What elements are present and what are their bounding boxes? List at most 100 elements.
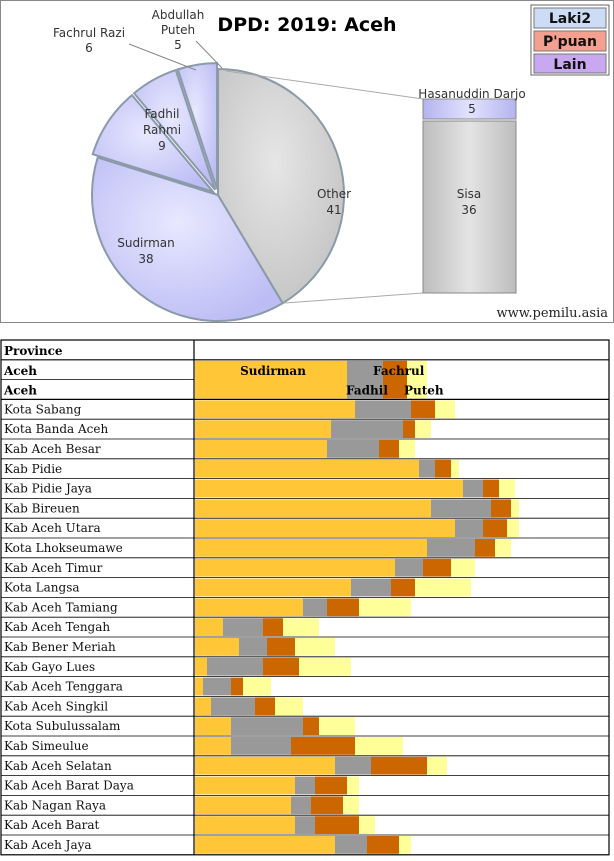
region-kab-bener-meriah: Kab Bener Meriah: [4, 640, 116, 654]
bar-label-puteh: Puteh: [404, 384, 444, 398]
bar-kab-aceh-jaya-sudirman: [195, 836, 335, 854]
region-kab-bireuen: Kab Bireuen: [4, 501, 80, 515]
bar-kota-sabang-fachrul: [411, 400, 435, 419]
region-kab-aceh-besar: Kab Aceh Besar: [4, 442, 101, 456]
bar-kab-bener-meriah-fachrul: [267, 638, 295, 656]
bar-kab-aceh-tengah-sudirman: [195, 618, 223, 636]
leader-fachrul: [128, 43, 197, 71]
bar-label-sudirman: Sudirman: [240, 364, 306, 378]
summary-bar-sudirman: [195, 360, 347, 399]
region-kota-langsa: Kota Langsa: [4, 581, 80, 595]
bar-kab-simeulue-sudirman: [195, 737, 231, 755]
bar-label-fachrul: Fachrul: [373, 364, 425, 378]
stacked-bars: Sudirman Fadhil Fachrul Puteh: [195, 360, 519, 854]
bar-kota-lhokseumawe-fadhil: [427, 539, 475, 557]
bar-kab-aceh-tengah-puteh: [283, 618, 319, 636]
pie-label-sudirman: Sudirman 38: [117, 236, 175, 266]
bar-kab-aceh-utara-fadhil: [455, 519, 483, 537]
pie-label-other: Other 41: [317, 187, 351, 217]
connector-top: [225, 70, 424, 100]
bar-kab-aceh-barat-fachrul: [315, 816, 359, 834]
pie-label-abdullah-puteh: Abdullah Puteh 5: [152, 8, 205, 52]
bar-kab-aceh-tamiang-sudirman: [195, 598, 303, 617]
breakout-hasanuddin-name: Hasanuddin Darjo: [418, 87, 525, 101]
legend-laki2-swatch: [533, 7, 607, 29]
bar-kab-aceh-tengah-fadhil: [223, 618, 263, 636]
bar-kab-aceh-jaya-fadhil: [335, 836, 367, 854]
bar-kab-aceh-timur-fadhil: [395, 558, 423, 577]
bar-kota-langsa-puteh: [415, 578, 471, 597]
bar-kab-bireuen-sudirman: [195, 499, 431, 518]
bar-label-fadhil: Fadhil: [346, 384, 388, 398]
summary-bar-fachrul: [383, 360, 407, 399]
bar-kota-banda-aceh-fachrul: [403, 420, 415, 438]
table-grid: Province Aceh Aceh Kota Sabang Kota Banda Ac…: [0, 339, 610, 856]
bar-kab-aceh-jaya-puteh: [399, 836, 411, 854]
bar-kota-langsa-fadhil: [351, 578, 391, 597]
region-kota-sabang: Kota Sabang: [4, 402, 82, 416]
bar-kab-pidie-jaya-fadhil: [463, 479, 483, 498]
bar-kab-aceh-tamiang-puteh: [359, 598, 411, 617]
bar-kab-aceh-singkil-sudirman: [195, 697, 211, 716]
bar-kab-bener-meriah-sudirman: [195, 638, 239, 656]
bar-kab-aceh-utara-puteh: [507, 519, 519, 537]
bar-kota-subulussalam-fadhil: [231, 717, 303, 735]
bar-kab-aceh-singkil-fachrul: [255, 697, 275, 716]
region-kab-pidie: Kab Pidie: [4, 462, 62, 476]
bar-kab-aceh-besar-sudirman: [195, 440, 327, 458]
bar-kab-aceh-selatan-puteh: [427, 756, 447, 775]
bar-kab-aceh-timur-fachrul: [423, 558, 451, 577]
bar-kab-bireuen-fachrul: [491, 499, 511, 518]
breakout-sisa-name: Sisa: [457, 187, 482, 201]
bar-kab-aceh-selatan-sudirman: [195, 756, 335, 775]
bar-kab-pidie-puteh: [451, 459, 459, 478]
bar-kota-subulussalam-puteh: [319, 717, 355, 735]
pie-labels: Sudirman 38 Fadhil Rahmi 9 Fachrul Razi 6 Abdul…: [53, 8, 351, 266]
pie: [91, 62, 345, 322]
bar-kab-bireuen-fadhil: [431, 499, 491, 518]
region-kota-banda-aceh: Kota Banda Aceh: [4, 422, 108, 436]
bar-kota-lhokseumawe-fachrul: [475, 539, 495, 557]
bar-kab-aceh-tenggara-fadhil: [203, 677, 231, 696]
bar-kab-aceh-jaya-fachrul: [367, 836, 399, 854]
region-kab-gayo-lues: Kab Gayo Lues: [4, 660, 95, 674]
bar-kab-gayo-lues-fadhil: [207, 657, 263, 676]
bar-kab-aceh-timur-sudirman: [195, 558, 395, 577]
bar-kab-aceh-besar-puteh: [399, 440, 415, 458]
breakout-hasanuddin-value: 5: [468, 102, 476, 116]
summary-bar-puteh: [407, 360, 427, 399]
region-kab-aceh-singkil: Kab Aceh Singkil: [4, 699, 108, 713]
bar-kab-gayo-lues-sudirman: [195, 657, 207, 676]
region-kab-aceh-selatan: Kab Aceh Selatan: [4, 759, 112, 773]
watermark: www.pemilu.asia: [497, 306, 609, 321]
bar-kab-aceh-singkil-fadhil: [211, 697, 255, 716]
header-aceh-2: Aceh: [3, 384, 37, 398]
bar-kota-subulussalam-fachrul: [303, 717, 319, 735]
bar-kab-simeulue-puteh: [355, 737, 403, 755]
bar-kab-pidie-jaya-puteh: [499, 479, 515, 498]
connector-bottom: [282, 292, 424, 304]
table-border: [0, 339, 610, 856]
region-kab-nagan-raya: Kab Nagan Raya: [4, 798, 106, 812]
bar-kab-aceh-singkil-puteh: [275, 697, 303, 716]
bar-kab-aceh-barat-daya-sudirman: [195, 776, 295, 795]
legend-lain: Lain: [553, 57, 586, 73]
bar-kab-aceh-selatan-fadhil: [335, 756, 371, 775]
bar-kab-aceh-besar-fachrul: [379, 440, 399, 458]
bar-kab-bener-meriah-puteh: [295, 638, 335, 656]
bar-kab-aceh-selatan-fachrul: [371, 756, 427, 775]
bar-kab-simeulue-fachrul: [291, 737, 355, 755]
bar-kab-aceh-tamiang-fachrul: [327, 598, 359, 617]
bar-kab-aceh-barat-sudirman: [195, 816, 295, 834]
region-kab-aceh-timur: Kab Aceh Timur: [4, 561, 103, 575]
bar-kota-langsa-sudirman: [195, 578, 351, 597]
legend-ppuan-swatch: [533, 30, 607, 52]
bar-kab-aceh-barat-puteh: [359, 816, 375, 834]
bar-kota-banda-aceh-puteh: [415, 420, 431, 438]
pie-slice-fadhil-rahmi: [91, 93, 216, 194]
pie-label-fadhil-rahmi: Fadhil Rahmi 9: [143, 107, 181, 153]
pie-slice-sudirman: [91, 156, 285, 322]
bar-kab-aceh-tengah-fachrul: [263, 618, 283, 636]
bar-kab-aceh-tenggara-puteh: [243, 677, 271, 696]
legend-ppuan: P'puan: [543, 34, 597, 50]
